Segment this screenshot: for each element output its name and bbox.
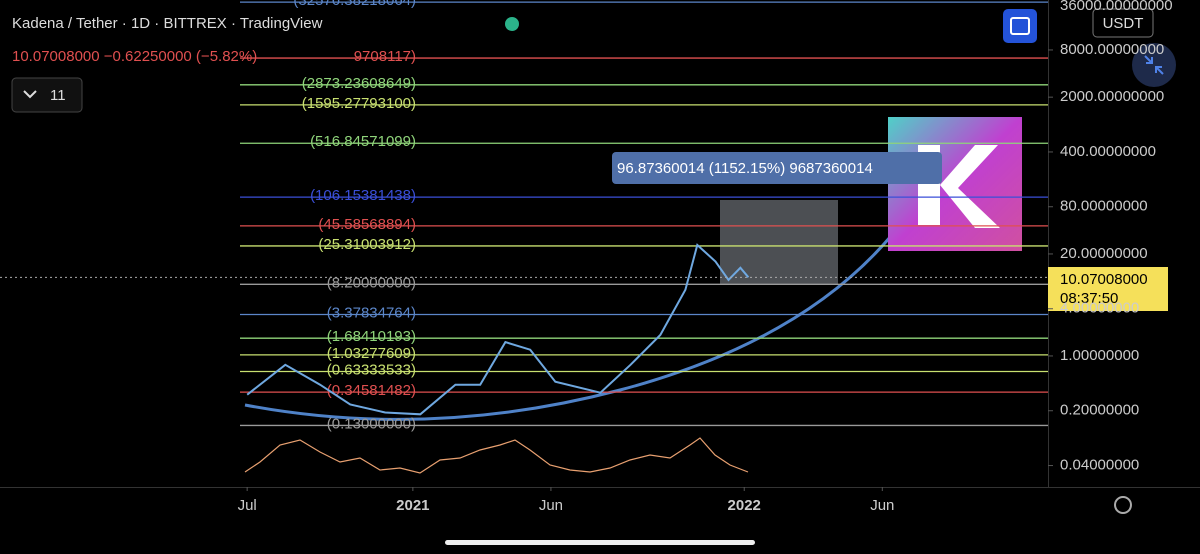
- fib-level-label: (3.37834764): [327, 304, 416, 321]
- y-tick-label: 20.00000000: [1060, 245, 1148, 262]
- fib-level-label: (1.03277609): [327, 345, 416, 362]
- indicator-count: 11: [50, 87, 66, 104]
- y-tick-label: 400.00000000: [1060, 143, 1156, 160]
- status-dot: [505, 17, 519, 31]
- y-tick-label: 80.00000000: [1060, 198, 1148, 215]
- y-tick-label: 8000.00000000: [1060, 41, 1164, 58]
- symbol-title: Kadena / Tether · 1D · BITTREX · Trading…: [12, 15, 323, 32]
- volume-line: [244, 437, 749, 474]
- fib-level-label: (45.58568894): [318, 216, 416, 233]
- collapse-button[interactable]: [1132, 43, 1176, 87]
- x-tick-label: Jun: [539, 497, 563, 514]
- fib-level-label: (8.20000000): [327, 274, 416, 291]
- fib-level-label: (0.34581482): [327, 382, 416, 399]
- price-tag-countdown: 08:37:50: [1060, 290, 1118, 307]
- fib-level-label: (1.68410193): [327, 328, 416, 345]
- fib-level-label: 9708117): [354, 48, 416, 65]
- chevron: [23, 90, 37, 99]
- fib-level-label: (25.31003912): [318, 236, 416, 253]
- y-tick-label: 2000.00000000: [1060, 88, 1164, 105]
- currency: USDT: [1103, 15, 1144, 32]
- fib-level-label: (0.13000000): [327, 415, 416, 432]
- y-tick-label: 36000.00000000: [1060, 0, 1173, 14]
- settings-icon[interactable]: [1114, 496, 1132, 514]
- collapse-icon: [1144, 55, 1164, 75]
- measure-label: 96.87360014 (1152.15%) 9687360014: [617, 160, 873, 177]
- indicator-toggle[interactable]: [11, 77, 83, 113]
- quote: 10.07008000 −0.62250000 (−5.82%): [12, 48, 257, 65]
- fib-level-label: (106.15381438): [310, 187, 416, 204]
- fullscreen-icon: [1010, 17, 1030, 35]
- y-tick-label: 4.00000000: [1060, 300, 1139, 317]
- fullscreen-button[interactable]: [1003, 9, 1037, 43]
- price-tag: [1048, 267, 1168, 311]
- currency-button[interactable]: [1092, 8, 1154, 38]
- y-tick-label: 1.00000000: [1060, 347, 1139, 364]
- price-line: [246, 243, 750, 416]
- x-tick-label: Jun: [870, 497, 894, 514]
- y-tick-label: 0.20000000: [1060, 402, 1139, 419]
- fib-level-label: (516.84571099): [310, 133, 416, 150]
- measure-label-box: [612, 152, 942, 184]
- x-tick-label: 2022: [728, 497, 761, 514]
- x-tick-label: Jul: [238, 497, 257, 514]
- y-tick-label: 0.04000000: [1060, 457, 1139, 474]
- fib-level-label: (0.63333533): [327, 361, 416, 378]
- fib-level-label: (2873.23608649): [302, 75, 416, 92]
- home-indicator: [445, 540, 755, 545]
- axis-border: [1048, 0, 1049, 487]
- measure-box: [720, 200, 838, 285]
- axis-border: [0, 487, 1200, 488]
- fib-level-label: (1595.27793100): [302, 95, 416, 112]
- x-tick-label: 2021: [396, 497, 429, 514]
- regression-curve: [244, 224, 902, 421]
- fib-level-label: (32576.38218064): [293, 0, 416, 9]
- price-tag-price: 10.07008000: [1060, 271, 1148, 288]
